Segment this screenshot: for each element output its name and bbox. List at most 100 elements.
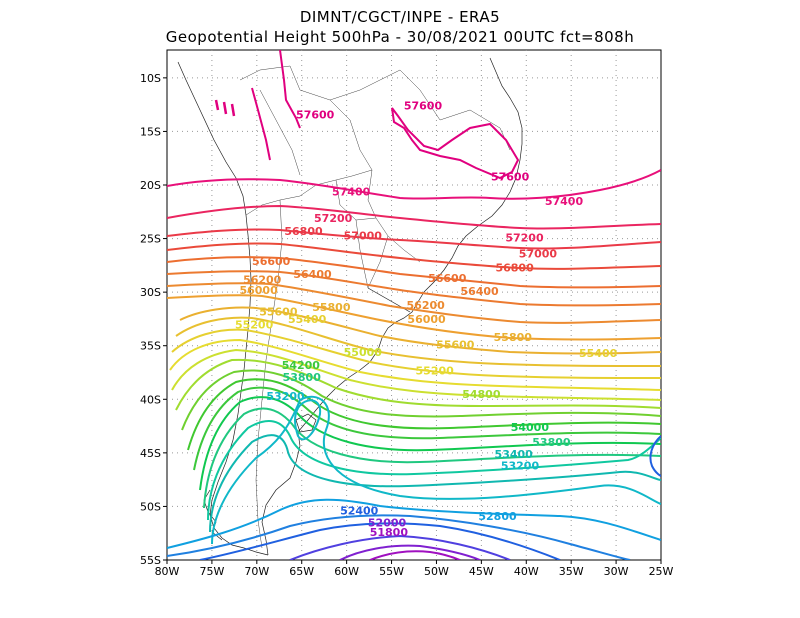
contour-label: 57000 xyxy=(344,229,383,242)
contour-label: 57600 xyxy=(296,108,335,121)
height-contours xyxy=(167,50,661,560)
contour-label: 57400 xyxy=(332,185,371,198)
contour-56200 xyxy=(167,282,661,324)
lon-label: 25W xyxy=(649,565,674,578)
contour-label: 55400 xyxy=(579,347,618,360)
contour-55400 xyxy=(171,328,661,379)
lat-label: 40S xyxy=(140,393,161,406)
contour-label: 54000 xyxy=(511,421,550,434)
contour-55800 xyxy=(179,306,661,355)
figure-title-line1: DIMNT/CGCT/INPE - ERA5 xyxy=(299,8,501,26)
contour-label: 53800 xyxy=(532,436,571,449)
contour-label: 57200 xyxy=(505,232,544,245)
contour-label: 56000 xyxy=(239,284,278,297)
contour-57600-west xyxy=(251,87,271,161)
contour-label: 51800 xyxy=(370,526,409,539)
lon-label: 55W xyxy=(379,565,404,578)
contour-53200 xyxy=(211,395,661,545)
contour-label: 57200 xyxy=(314,212,353,225)
contour-label: 53800 xyxy=(283,371,322,384)
contour-54000 xyxy=(199,396,661,491)
lat-label: 25S xyxy=(140,233,161,246)
contour-56800 xyxy=(167,242,661,270)
lon-label: 50W xyxy=(424,565,449,578)
contour-52400 xyxy=(199,522,561,560)
figure-title-line2: Geopotential Height 500hPa - 30/08/2021 … xyxy=(165,28,635,46)
contour-label: 56600 xyxy=(428,272,467,285)
graticule xyxy=(167,50,661,560)
peninsula-valdes xyxy=(295,413,317,433)
contour-label: 55600 xyxy=(436,339,475,352)
contour-55000 xyxy=(171,348,661,401)
axis-ticks xyxy=(163,77,662,564)
contour-57200 xyxy=(167,204,661,230)
contour-label: 53400 xyxy=(495,448,534,461)
contour-label: 55800 xyxy=(494,331,533,344)
lon-label: 80W xyxy=(155,565,180,578)
lat-label: 20S xyxy=(140,179,161,192)
contour-label: 56400 xyxy=(293,268,332,281)
contour-label: 52800 xyxy=(478,510,517,523)
contour-57600-andes xyxy=(279,50,301,129)
lat-label: 55S xyxy=(140,554,161,567)
lat-label: 35S xyxy=(140,340,161,353)
lon-label: 35W xyxy=(559,565,584,578)
lon-label: 40W xyxy=(514,565,539,578)
contour-54400 xyxy=(187,378,661,451)
contour-label: 55800 xyxy=(312,301,351,314)
contour-57600-brazil xyxy=(391,107,520,180)
contour-label: 52400 xyxy=(340,505,379,518)
contour-56000 xyxy=(167,294,661,341)
contour-57600-small xyxy=(214,99,236,117)
contour-53400 xyxy=(209,434,661,533)
contour-52000 xyxy=(339,544,481,560)
contour-label: 57400 xyxy=(545,195,584,208)
contour-56600 xyxy=(167,256,661,289)
contour-55600 xyxy=(175,316,661,367)
lon-label: 60W xyxy=(334,565,359,578)
contour-51800 xyxy=(369,550,461,560)
lat-label: 45S xyxy=(140,447,161,460)
longitude-labels: 80W 75W 70W 65W 60W 55W 50W 45W 40W 35W 30W 25W xyxy=(155,565,674,578)
contour-east-low xyxy=(649,435,661,477)
contour-label: 56800 xyxy=(284,225,323,238)
lon-label: 30W xyxy=(604,565,629,578)
contour-label: 52000 xyxy=(368,517,407,530)
contour-label: 56400 xyxy=(460,285,499,298)
contour-label: 53200 xyxy=(501,460,540,473)
contour-52200 xyxy=(289,534,511,560)
lat-label: 50S xyxy=(140,500,161,513)
lon-label: 70W xyxy=(244,565,269,578)
contour-52600 xyxy=(167,514,631,560)
lon-label: 65W xyxy=(289,565,314,578)
contour-label: 56800 xyxy=(495,262,534,275)
contour-56400 xyxy=(167,270,661,307)
contour-label: 57000 xyxy=(519,248,558,261)
contour-label: 55200 xyxy=(416,364,455,377)
contour-53800 xyxy=(203,407,661,509)
contour-label: 56200 xyxy=(407,299,446,312)
contour-label: 54800 xyxy=(462,388,501,401)
contour-53600 xyxy=(207,420,661,521)
lon-label: 75W xyxy=(199,565,224,578)
contour-label: 55400 xyxy=(288,313,327,326)
lat-label: 10S xyxy=(140,72,161,85)
contour-label: 56600 xyxy=(252,255,291,268)
contour-label: 55200 xyxy=(235,318,274,331)
contour-label: 57600 xyxy=(491,170,530,183)
lon-label: 45W xyxy=(469,565,494,578)
contour-54200 xyxy=(193,386,661,471)
contour-52800 xyxy=(167,498,661,549)
contour-54600 xyxy=(181,369,661,431)
lat-label: 30S xyxy=(140,286,161,299)
contour-label: 57600 xyxy=(404,100,443,113)
contour-53000-low xyxy=(294,399,322,441)
contour-label: 56200 xyxy=(243,273,282,286)
lat-label: 15S xyxy=(140,125,161,138)
contour-55200 xyxy=(169,338,661,391)
contour-57000 xyxy=(167,228,661,250)
contour-label: 53200 xyxy=(266,390,305,403)
contour-57400 xyxy=(167,169,661,200)
